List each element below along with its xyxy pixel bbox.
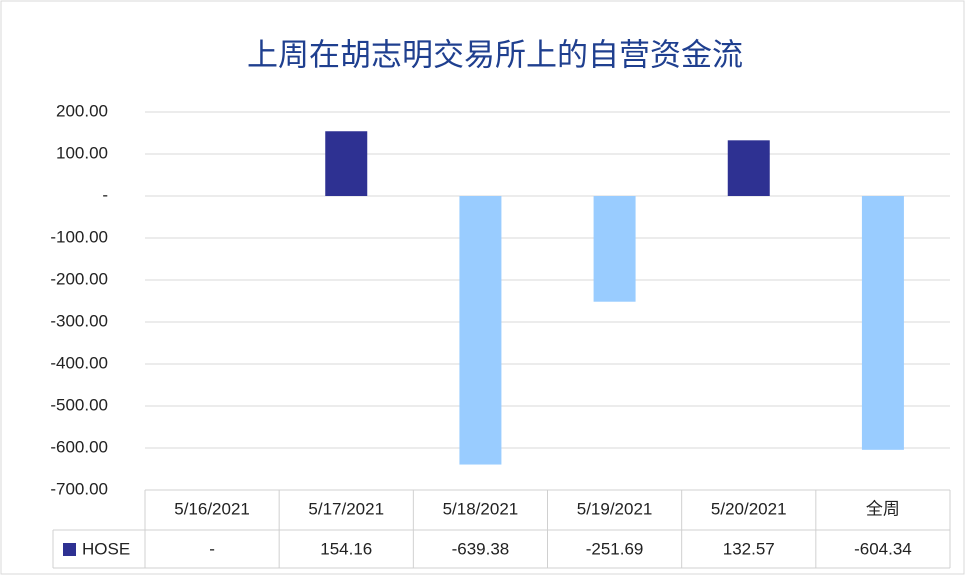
y-tick-label: -400.00 bbox=[50, 353, 108, 372]
y-tick-label: -700.00 bbox=[50, 479, 108, 498]
y-tick-label: 100.00 bbox=[56, 143, 108, 162]
y-tick-label: -300.00 bbox=[50, 311, 108, 330]
data-label: - bbox=[209, 539, 215, 558]
data-label: -251.69 bbox=[586, 539, 644, 558]
legend-swatch bbox=[63, 543, 76, 556]
legend-label: HOSE bbox=[82, 539, 130, 558]
bar bbox=[593, 196, 636, 302]
bar bbox=[727, 140, 770, 196]
x-tick-label: 5/16/2021 bbox=[174, 499, 250, 518]
chart-title: 上周在胡志明交易所上的自营资金流 bbox=[247, 38, 743, 74]
data-label: -639.38 bbox=[452, 539, 510, 558]
y-tick-label: -100.00 bbox=[50, 227, 108, 246]
x-tick-label: 全周 bbox=[866, 499, 900, 518]
y-tick-label: - bbox=[102, 185, 108, 204]
bar bbox=[325, 131, 368, 196]
x-tick-label: 5/19/2021 bbox=[577, 499, 653, 518]
bar bbox=[861, 196, 904, 450]
y-tick-label: -200.00 bbox=[50, 269, 108, 288]
y-tick-label: 200.00 bbox=[56, 101, 108, 120]
data-label: 154.16 bbox=[320, 539, 372, 558]
data-label: 132.57 bbox=[723, 539, 775, 558]
x-tick-label: 5/18/2021 bbox=[443, 499, 519, 518]
x-tick-label: 5/20/2021 bbox=[711, 499, 787, 518]
y-tick-label: -600.00 bbox=[50, 437, 108, 456]
data-label: -604.34 bbox=[854, 539, 912, 558]
x-tick-label: 5/17/2021 bbox=[308, 499, 384, 518]
y-tick-label: -500.00 bbox=[50, 395, 108, 414]
bar bbox=[459, 196, 502, 465]
